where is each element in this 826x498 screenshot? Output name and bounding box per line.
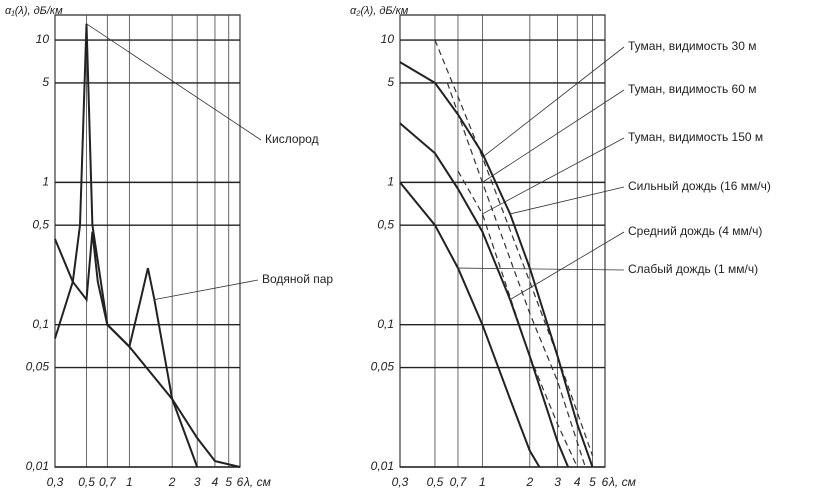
x-tick-label: 5 [589,475,596,489]
y-tick-label: 0,5 [32,217,49,231]
series-line [399,61,594,468]
series-label: Водяной пар [262,272,333,286]
series-line [457,170,578,468]
y-tick-label: 1 [387,175,394,189]
x-tick-label: 3 [194,475,201,489]
y-tick-label: 0,05 [371,360,395,374]
y-tick-label: 5 [42,75,49,89]
series-line [399,181,541,468]
series-label: Туман, видимость 30 м [628,39,756,53]
series-line [54,231,199,468]
x-tick-label: 2 [525,475,533,489]
x-tick-label: 0,7 [99,475,117,489]
x-axis-label: λ, см [608,475,636,489]
x-tick-label: 0,3 [392,475,409,489]
x-tick-label: 6 [237,475,244,489]
y-tick-label: 1 [42,175,49,189]
series-label: Кислород [265,132,319,146]
series-label: Сильный дождь (16 мм/ч) [628,179,771,193]
leader-line [457,267,625,271]
leader-line [86,23,262,141]
x-tick-label: 6 [602,475,609,489]
y-tick-label: 10 [381,32,395,46]
series-line [54,23,241,468]
series-label: Средний дождь (4 мм/ч) [628,224,762,238]
x-axis-label: λ, см [243,475,271,489]
x-tick-label: 0,5 [427,475,444,489]
x-tick-label: 2 [168,475,176,489]
leader-line [154,279,259,301]
leader-line [509,231,625,300]
leader-line [510,186,625,215]
series-line [446,82,586,468]
series-label: Туман, видимость 60 м [628,82,756,96]
x-tick-label: 0,3 [47,475,64,489]
y-tick-label: 0,01 [26,459,49,473]
leader-line [482,89,625,183]
x-tick-label: 4 [212,475,219,489]
y-axis-label: α₂(λ), дБ/км [350,5,409,17]
series-line [399,122,570,468]
y-tick-label: 10 [36,32,50,46]
y-tick-label: 5 [387,75,394,89]
x-tick-label: 0,7 [450,475,468,489]
x-tick-label: 5 [225,475,232,489]
y-tick-label: 0,05 [26,360,50,374]
leader-line [482,137,625,215]
y-tick-label: 0,01 [371,459,394,473]
y-axis-label: α₁(λ), дБ/км [5,5,63,17]
y-tick-label: 0,1 [32,317,49,331]
leader-line [482,46,625,158]
x-tick-label: 1 [126,475,133,489]
series-label: Слабый дождь (1 мм/ч) [628,262,758,276]
y-tick-label: 0,1 [377,317,394,331]
y-tick-label: 0,5 [377,217,394,231]
series-line [434,39,594,456]
x-tick-label: 4 [574,475,581,489]
series-label: Туман, видимость 150 м [628,130,763,144]
x-tick-label: 0,5 [78,475,95,489]
x-tick-label: 1 [479,475,486,489]
x-tick-label: 3 [554,475,561,489]
